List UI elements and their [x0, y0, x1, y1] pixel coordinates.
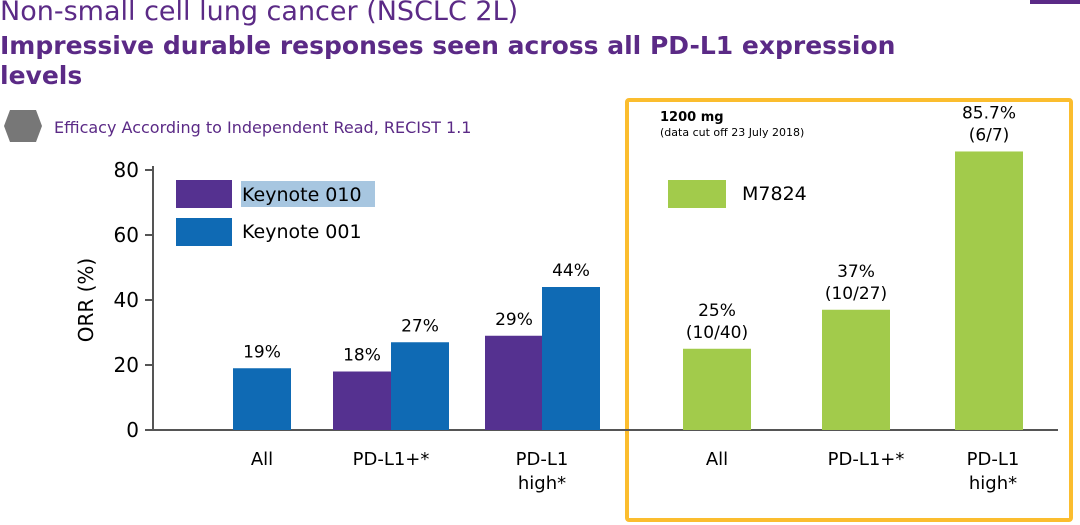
bar-data-label: 18%: [343, 346, 381, 366]
bar-sublabel: (6/7): [969, 125, 1010, 145]
y-tick-label: 80: [114, 158, 139, 182]
x-tick-label: PD-L1: [516, 449, 569, 470]
x-tick-label: high*: [969, 473, 1017, 494]
x-tick-label: PD-L1+*: [828, 449, 905, 470]
bar: [233, 368, 291, 430]
slide-title: Non-small cell lung cancer (NSCLC 2L): [0, 0, 519, 27]
bar-sublabel: (10/40): [686, 323, 748, 343]
legend-label-keynote-010: Keynote 010: [242, 184, 362, 206]
chart-subtitle: Efficacy According to Independent Read, …: [54, 118, 472, 137]
bar: [485, 335, 543, 430]
bar-data-label: 85.7%: [962, 103, 1016, 123]
box-title: 1200 mg: [660, 110, 724, 125]
legend-label-highlight: [241, 181, 375, 207]
bar: [333, 371, 391, 430]
x-tick-label: All: [706, 449, 728, 470]
bar: [391, 342, 449, 430]
highlight-box: [625, 98, 1073, 522]
y-tick-label: 20: [114, 353, 139, 377]
bar: [683, 348, 751, 430]
hexagon-bullet-icon: [4, 110, 42, 142]
bar-data-label: 19%: [243, 342, 281, 362]
bar-data-label: 37%: [837, 262, 875, 282]
legend-swatch-keynote-010: [176, 180, 232, 208]
bar-data-label: 25%: [698, 301, 736, 321]
bar: [542, 287, 600, 430]
x-tick-label: high*: [518, 473, 566, 494]
legend-swatch-m7824: [668, 180, 726, 208]
y-tick-label: 40: [114, 288, 139, 312]
box-note: (data cut off 23 July 2018): [660, 126, 804, 139]
legend-label-keynote-001: Keynote 001: [242, 221, 362, 243]
y-axis-label: ORR (%): [74, 258, 98, 343]
bar: [822, 309, 890, 430]
y-tick-label: 0: [126, 418, 139, 442]
legend-label-m7824: M7824: [742, 183, 807, 205]
legend-swatch-keynote-001: [176, 218, 232, 246]
x-tick-label: PD-L1+*: [353, 449, 430, 470]
bar-data-label: 27%: [401, 316, 439, 336]
bar-data-label: 44%: [552, 261, 590, 281]
bar-data-label: 29%: [495, 310, 533, 330]
y-tick-label: 60: [114, 223, 139, 247]
x-tick-label: PD-L1: [967, 449, 1020, 470]
slide-headline: Impressive durable responses seen across…: [0, 31, 896, 90]
bar: [955, 151, 1023, 430]
bar-sublabel: (10/27): [825, 284, 887, 304]
corner-accent-bar: [1030, 0, 1080, 4]
x-tick-label: All: [251, 449, 273, 470]
